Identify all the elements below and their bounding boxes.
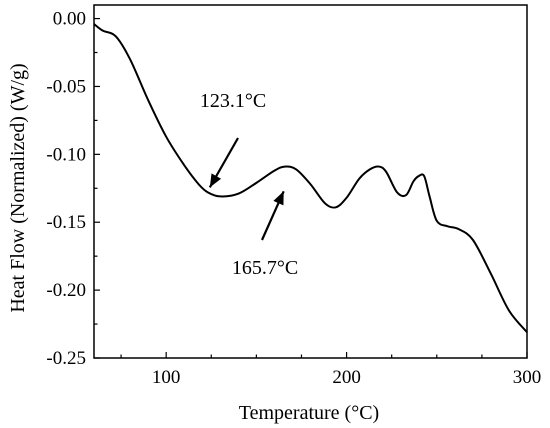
x-tick-label: 200 bbox=[332, 367, 361, 388]
annotation-arrow-peak-head bbox=[273, 191, 284, 206]
annotation-label-onset: 123.1°C bbox=[200, 90, 266, 112]
y-tick-label: -0.05 bbox=[46, 76, 86, 97]
annotation-label-peak: 165.7°C bbox=[232, 257, 298, 279]
x-axis-title: Temperature (°C) bbox=[239, 402, 379, 424]
heat-flow-line bbox=[93, 23, 528, 333]
y-tick-label: -0.20 bbox=[46, 280, 86, 301]
plot-frame bbox=[93, 4, 528, 359]
y-axis-title: Heat Flow (Normalized) (W/g) bbox=[7, 63, 29, 312]
annotation-arrow-onset-head bbox=[209, 173, 222, 188]
y-tick-label: -0.15 bbox=[46, 212, 86, 233]
y-tick-label: -0.25 bbox=[46, 348, 86, 369]
x-tick-label: 100 bbox=[152, 367, 181, 388]
y-tick-label: -0.10 bbox=[46, 144, 86, 165]
x-tick-label: 300 bbox=[513, 367, 542, 388]
y-tick-label: 0.00 bbox=[53, 9, 86, 30]
